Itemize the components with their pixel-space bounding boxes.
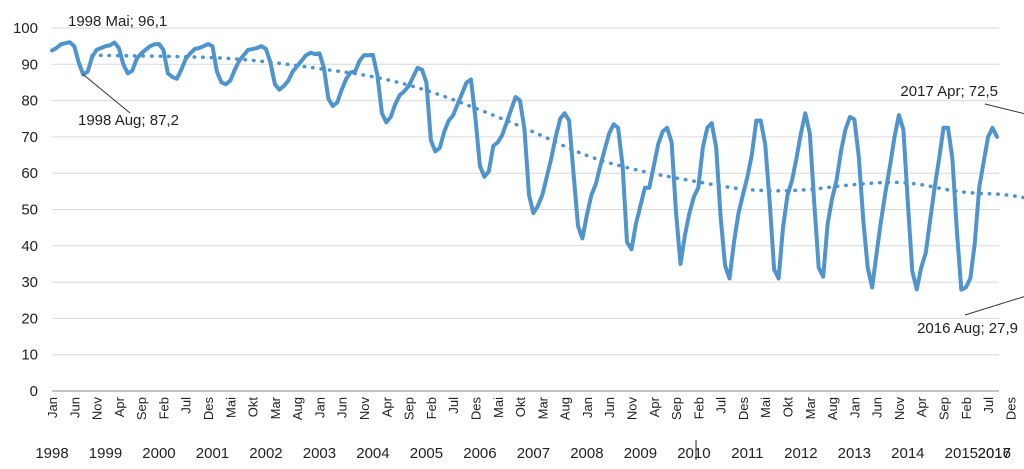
y-tick-label: 30	[21, 274, 38, 291]
x-month-label: Des	[468, 397, 483, 421]
x-year-label: 2012	[784, 445, 817, 462]
x-month-label: Des	[1003, 397, 1018, 421]
y-tick-label: 50	[21, 202, 38, 219]
x-month-label: Sep	[402, 397, 417, 420]
x-year-label: 2005	[410, 445, 443, 462]
x-month-label: Nov	[892, 397, 907, 421]
y-tick-label: 40	[21, 238, 38, 255]
x-month-label: Des	[736, 397, 751, 421]
x-month-label: Mai	[223, 397, 238, 418]
x-month-label: Nov	[90, 397, 105, 421]
x-month-label: Apr	[914, 396, 929, 417]
x-year-label: 2013	[838, 445, 871, 462]
y-tick-label: 0	[30, 383, 38, 400]
x-month-label: Jun	[335, 397, 350, 418]
x-month-label: Nov	[357, 397, 372, 421]
y-tick-label: 100	[13, 20, 38, 37]
series-line-monthly	[50, 40, 999, 292]
x-year-label: 2011	[731, 445, 763, 462]
x-month-label: Feb	[424, 397, 439, 419]
x-year-label: 2000	[142, 445, 175, 462]
annotation-leader	[984, 103, 1024, 115]
x-month-label: Jun	[602, 397, 617, 418]
annotation-leader	[964, 296, 1024, 316]
annotation-label: 1998 Aug; 87,2	[78, 112, 179, 129]
x-year-label: 1998	[35, 445, 68, 462]
x-year-label: 2015	[945, 445, 978, 462]
y-tick-label: 80	[21, 93, 38, 110]
x-year-label: 2010	[677, 445, 710, 462]
x-month-label: Aug	[290, 397, 305, 420]
x-year-label: 2002	[249, 445, 282, 462]
y-tick-label: 60	[21, 165, 38, 182]
x-month-label: Jul	[179, 397, 194, 414]
y-tick-label: 70	[21, 129, 38, 146]
x-month-label: Mar	[535, 396, 550, 419]
x-month-label: Des	[201, 397, 216, 421]
annotation-leader	[82, 74, 131, 114]
series-line-trend	[90, 53, 1024, 200]
annotation-label: 2017 Apr; 72,5	[900, 83, 998, 100]
x-month-label: Okt	[780, 397, 795, 418]
x-year-label: 2006	[463, 445, 496, 462]
x-month-label: Jul	[981, 397, 996, 414]
annotations-layer: 1998 Mai; 96,1 1998 Aug; 87,2 2017 Apr; 72…	[68, 13, 1024, 337]
x-month-label: Aug	[558, 397, 573, 420]
x-year-label: 2007	[517, 445, 550, 462]
annotation-label: 2016 Aug; 27,9	[917, 320, 1018, 337]
x-month-label: Jan	[580, 397, 595, 418]
y-axis: 0 10 20 30 40 50 60 70 80 90 100	[13, 20, 38, 400]
gridlines	[52, 27, 999, 392]
x-month-label: Feb	[156, 397, 171, 419]
x-year-label: 1999	[89, 445, 122, 462]
x-month-label: Okt	[246, 397, 261, 418]
x-month-label: Jan	[312, 397, 327, 418]
x-month-label: Jun	[67, 397, 82, 418]
y-tick-label: 90	[21, 56, 38, 73]
x-month-label: Sep	[134, 397, 149, 420]
x-month-label: Mai	[758, 397, 773, 418]
x-month-label: Apr	[379, 396, 394, 417]
y-tick-label: 20	[21, 310, 38, 327]
x-month-label: Mar	[803, 396, 818, 419]
annotation-label: 1998 Mai; 96,1	[68, 13, 167, 30]
x-month-label: Sep	[669, 397, 684, 420]
x-month-label: Jan	[847, 397, 862, 418]
x-year-label: 2003	[303, 445, 336, 462]
x-year-label: 2001	[196, 445, 229, 462]
x-year-label: 2014	[891, 445, 924, 462]
x-year-label: 2009	[624, 445, 657, 462]
x-month-label: Aug	[825, 397, 840, 420]
x-month-label: Mai	[491, 397, 506, 418]
x-month-label: Jul	[446, 397, 461, 414]
x-month-label: Mar	[268, 396, 283, 419]
x-month-label: Apr	[112, 396, 127, 417]
x-axis: Jan Jun Nov Apr Sep Feb Jul Des Mai Okt Mar Aug Jan J…	[35, 396, 1018, 462]
x-year-label: 2004	[356, 445, 389, 462]
x-month-label: Feb	[959, 397, 974, 419]
x-year-label: 2008	[570, 445, 603, 462]
x-year-label: 2017	[978, 445, 1011, 462]
x-month-label: Feb	[691, 397, 706, 419]
y-tick-label: 10	[21, 347, 38, 364]
x-month-label: Nov	[624, 397, 639, 421]
x-year-label: 2016	[978, 445, 1011, 462]
x-month-label: Jul	[714, 397, 729, 414]
x-month-label: Jun	[870, 397, 885, 418]
x-month-label: Okt	[513, 397, 528, 418]
x-month-label: Apr	[647, 396, 662, 417]
series-layer	[50, 40, 1024, 292]
x-month-label: Sep	[937, 397, 952, 420]
x-month-label: Jan	[45, 397, 60, 418]
